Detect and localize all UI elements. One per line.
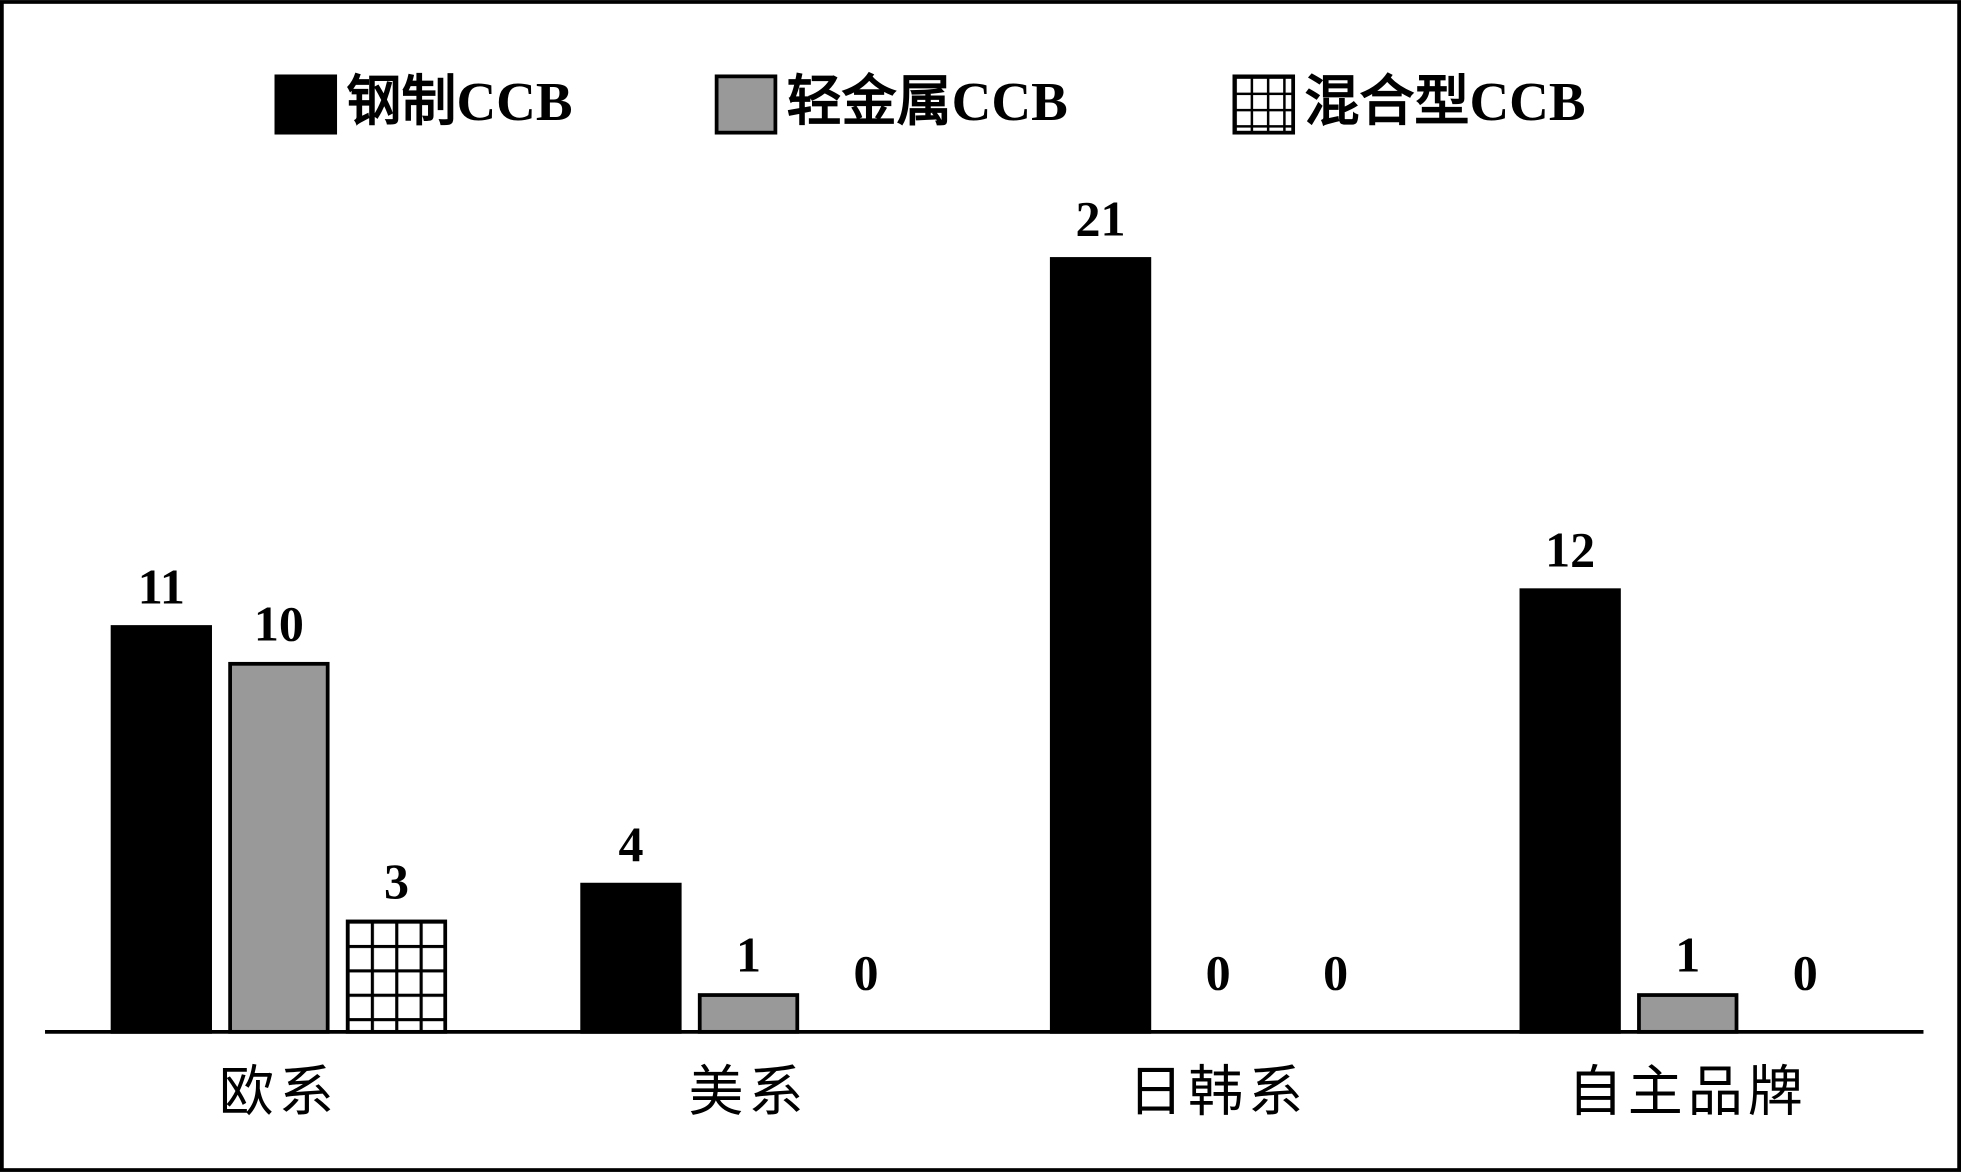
bar — [1519, 588, 1621, 1034]
bar — [345, 919, 448, 1034]
data-label: 10 — [254, 595, 304, 651]
data-label: 1 — [1675, 927, 1700, 983]
x-tick-label: 美系 — [688, 1062, 808, 1123]
x-tick-label: 自主品牌 — [1568, 1062, 1808, 1123]
bar — [697, 993, 800, 1034]
bar — [110, 625, 212, 1034]
legend-swatch — [274, 74, 338, 135]
bar — [1637, 993, 1739, 1034]
x-tick-label: 日韩系 — [1128, 1062, 1308, 1123]
legend-label: 钢制CCB — [346, 71, 572, 132]
data-label: 0 — [854, 945, 879, 1001]
data-label: 12 — [1545, 522, 1595, 578]
data-label: 0 — [1206, 945, 1231, 1001]
data-label: 11 — [138, 558, 185, 614]
bar — [580, 882, 682, 1034]
data-label: 3 — [384, 853, 409, 909]
data-label: 4 — [618, 816, 643, 872]
legend-swatch — [714, 74, 778, 135]
data-label: 21 — [1076, 190, 1126, 246]
legend-label: 混合型CCB — [1304, 71, 1585, 132]
bar — [1049, 257, 1152, 1034]
legend-swatch — [1232, 74, 1296, 135]
bar — [228, 661, 330, 1034]
data-label: 0 — [1793, 945, 1818, 1001]
legend-label: 轻金属CCB — [787, 71, 1068, 132]
data-label: 0 — [1323, 945, 1348, 1001]
data-label: 1 — [736, 927, 761, 983]
x-tick-label: 欧系 — [219, 1062, 339, 1123]
